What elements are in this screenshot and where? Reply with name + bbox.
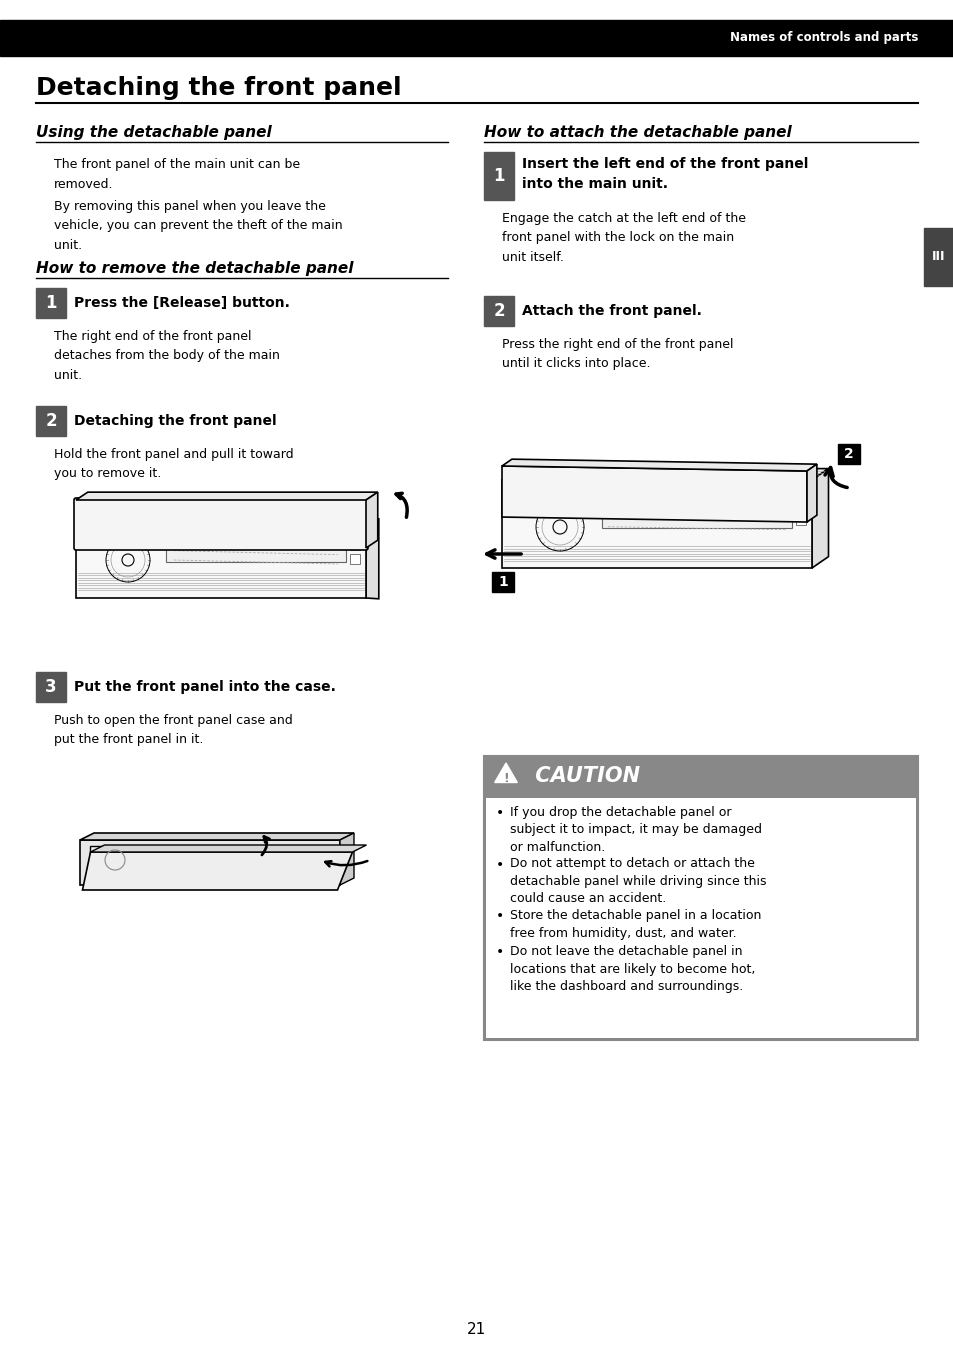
Text: •: • — [496, 945, 504, 959]
Ellipse shape — [520, 485, 531, 493]
Bar — [0, 20, 953, 55]
Bar — [36, 406, 66, 435]
Text: Hold the front panel and pull it toward
you to remove it.: Hold the front panel and pull it toward … — [54, 448, 294, 480]
Polygon shape — [495, 763, 517, 783]
Polygon shape — [82, 852, 352, 890]
Bar — [795, 515, 805, 525]
Bar — [795, 487, 805, 498]
Bar — [795, 502, 805, 511]
Text: 1: 1 — [497, 575, 507, 589]
Text: 2: 2 — [493, 301, 504, 320]
Text: Do not leave the detachable panel in
locations that are likely to become hot,
li: Do not leave the detachable panel in loc… — [510, 945, 755, 992]
Polygon shape — [501, 460, 816, 470]
Text: Names of controls and parts: Names of controls and parts — [729, 31, 917, 45]
Text: CAUTION: CAUTION — [527, 767, 639, 786]
Text: Push to open the front panel case and
put the front panel in it.: Push to open the front panel case and pu… — [54, 714, 293, 746]
Polygon shape — [339, 833, 354, 886]
Bar — [36, 288, 66, 318]
Text: How to attach the detachable panel: How to attach the detachable panel — [483, 124, 791, 139]
Ellipse shape — [534, 485, 545, 493]
Ellipse shape — [81, 522, 91, 530]
Bar — [483, 296, 514, 326]
FancyBboxPatch shape — [74, 498, 368, 550]
Bar — [492, 572, 514, 592]
Bar — [483, 151, 514, 200]
Polygon shape — [366, 492, 377, 548]
Text: Store the detachable panel in a location
free from humidity, dust, and water.: Store the detachable panel in a location… — [510, 909, 760, 940]
Text: 21: 21 — [467, 1322, 486, 1337]
Text: 2: 2 — [45, 412, 57, 430]
Bar — [601, 489, 791, 527]
Text: III: III — [931, 250, 944, 264]
Bar — [350, 554, 359, 564]
Text: •: • — [496, 806, 504, 821]
Polygon shape — [806, 464, 816, 522]
Text: 1: 1 — [45, 293, 56, 312]
Text: Do not attempt to detach or attach the
detachable panel while driving since this: Do not attempt to detach or attach the d… — [510, 857, 765, 906]
Text: 1: 1 — [493, 168, 504, 185]
Bar — [36, 672, 66, 702]
Bar — [923, 228, 953, 287]
Text: Press the right end of the front panel
until it clicks into place.: Press the right end of the front panel u… — [501, 338, 733, 370]
Text: Detaching the front panel: Detaching the front panel — [74, 414, 276, 429]
Polygon shape — [80, 840, 339, 886]
Text: By removing this panel when you leave the
vehicle, you can prevent the theft of : By removing this panel when you leave th… — [54, 200, 342, 251]
Ellipse shape — [109, 522, 119, 530]
Ellipse shape — [506, 485, 517, 493]
Polygon shape — [80, 833, 354, 840]
Bar — [483, 756, 917, 796]
Polygon shape — [501, 466, 806, 522]
Text: •: • — [496, 857, 504, 872]
Text: Attach the front panel.: Attach the front panel. — [521, 304, 701, 318]
Text: Detaching the front panel: Detaching the front panel — [36, 76, 401, 100]
Text: If you drop the detachable panel or
subject it to impact, it may be damaged
or m: If you drop the detachable panel or subj… — [510, 806, 761, 854]
Text: 2: 2 — [843, 448, 853, 461]
Text: The right end of the front panel
detaches from the body of the main
unit.: The right end of the front panel detache… — [54, 330, 279, 383]
Text: The front panel of the main unit can be
removed.: The front panel of the main unit can be … — [54, 158, 300, 191]
Polygon shape — [811, 469, 827, 568]
Bar — [837, 443, 859, 464]
Polygon shape — [76, 492, 377, 500]
Bar — [485, 798, 915, 1038]
Bar — [166, 526, 346, 562]
Text: 3: 3 — [45, 677, 57, 696]
Polygon shape — [91, 845, 366, 852]
Text: !: ! — [502, 772, 508, 784]
Text: Using the detachable panel: Using the detachable panel — [36, 124, 272, 139]
Text: How to remove the detachable panel: How to remove the detachable panel — [36, 261, 354, 276]
Polygon shape — [501, 469, 827, 480]
Bar — [350, 539, 359, 550]
Text: Press the [Release] button.: Press the [Release] button. — [74, 296, 290, 310]
Ellipse shape — [95, 522, 105, 530]
Bar — [483, 756, 917, 1040]
Bar — [76, 518, 366, 598]
Polygon shape — [366, 518, 378, 599]
Text: Engage the catch at the left end of the
front panel with the lock on the main
un: Engage the catch at the left end of the … — [501, 212, 745, 264]
Text: Put the front panel into the case.: Put the front panel into the case. — [74, 680, 335, 694]
Bar — [501, 480, 811, 568]
Bar — [350, 526, 359, 535]
Text: •: • — [496, 909, 504, 923]
Text: Insert the left end of the front panel
into the main unit.: Insert the left end of the front panel i… — [521, 157, 807, 191]
Polygon shape — [90, 846, 330, 873]
